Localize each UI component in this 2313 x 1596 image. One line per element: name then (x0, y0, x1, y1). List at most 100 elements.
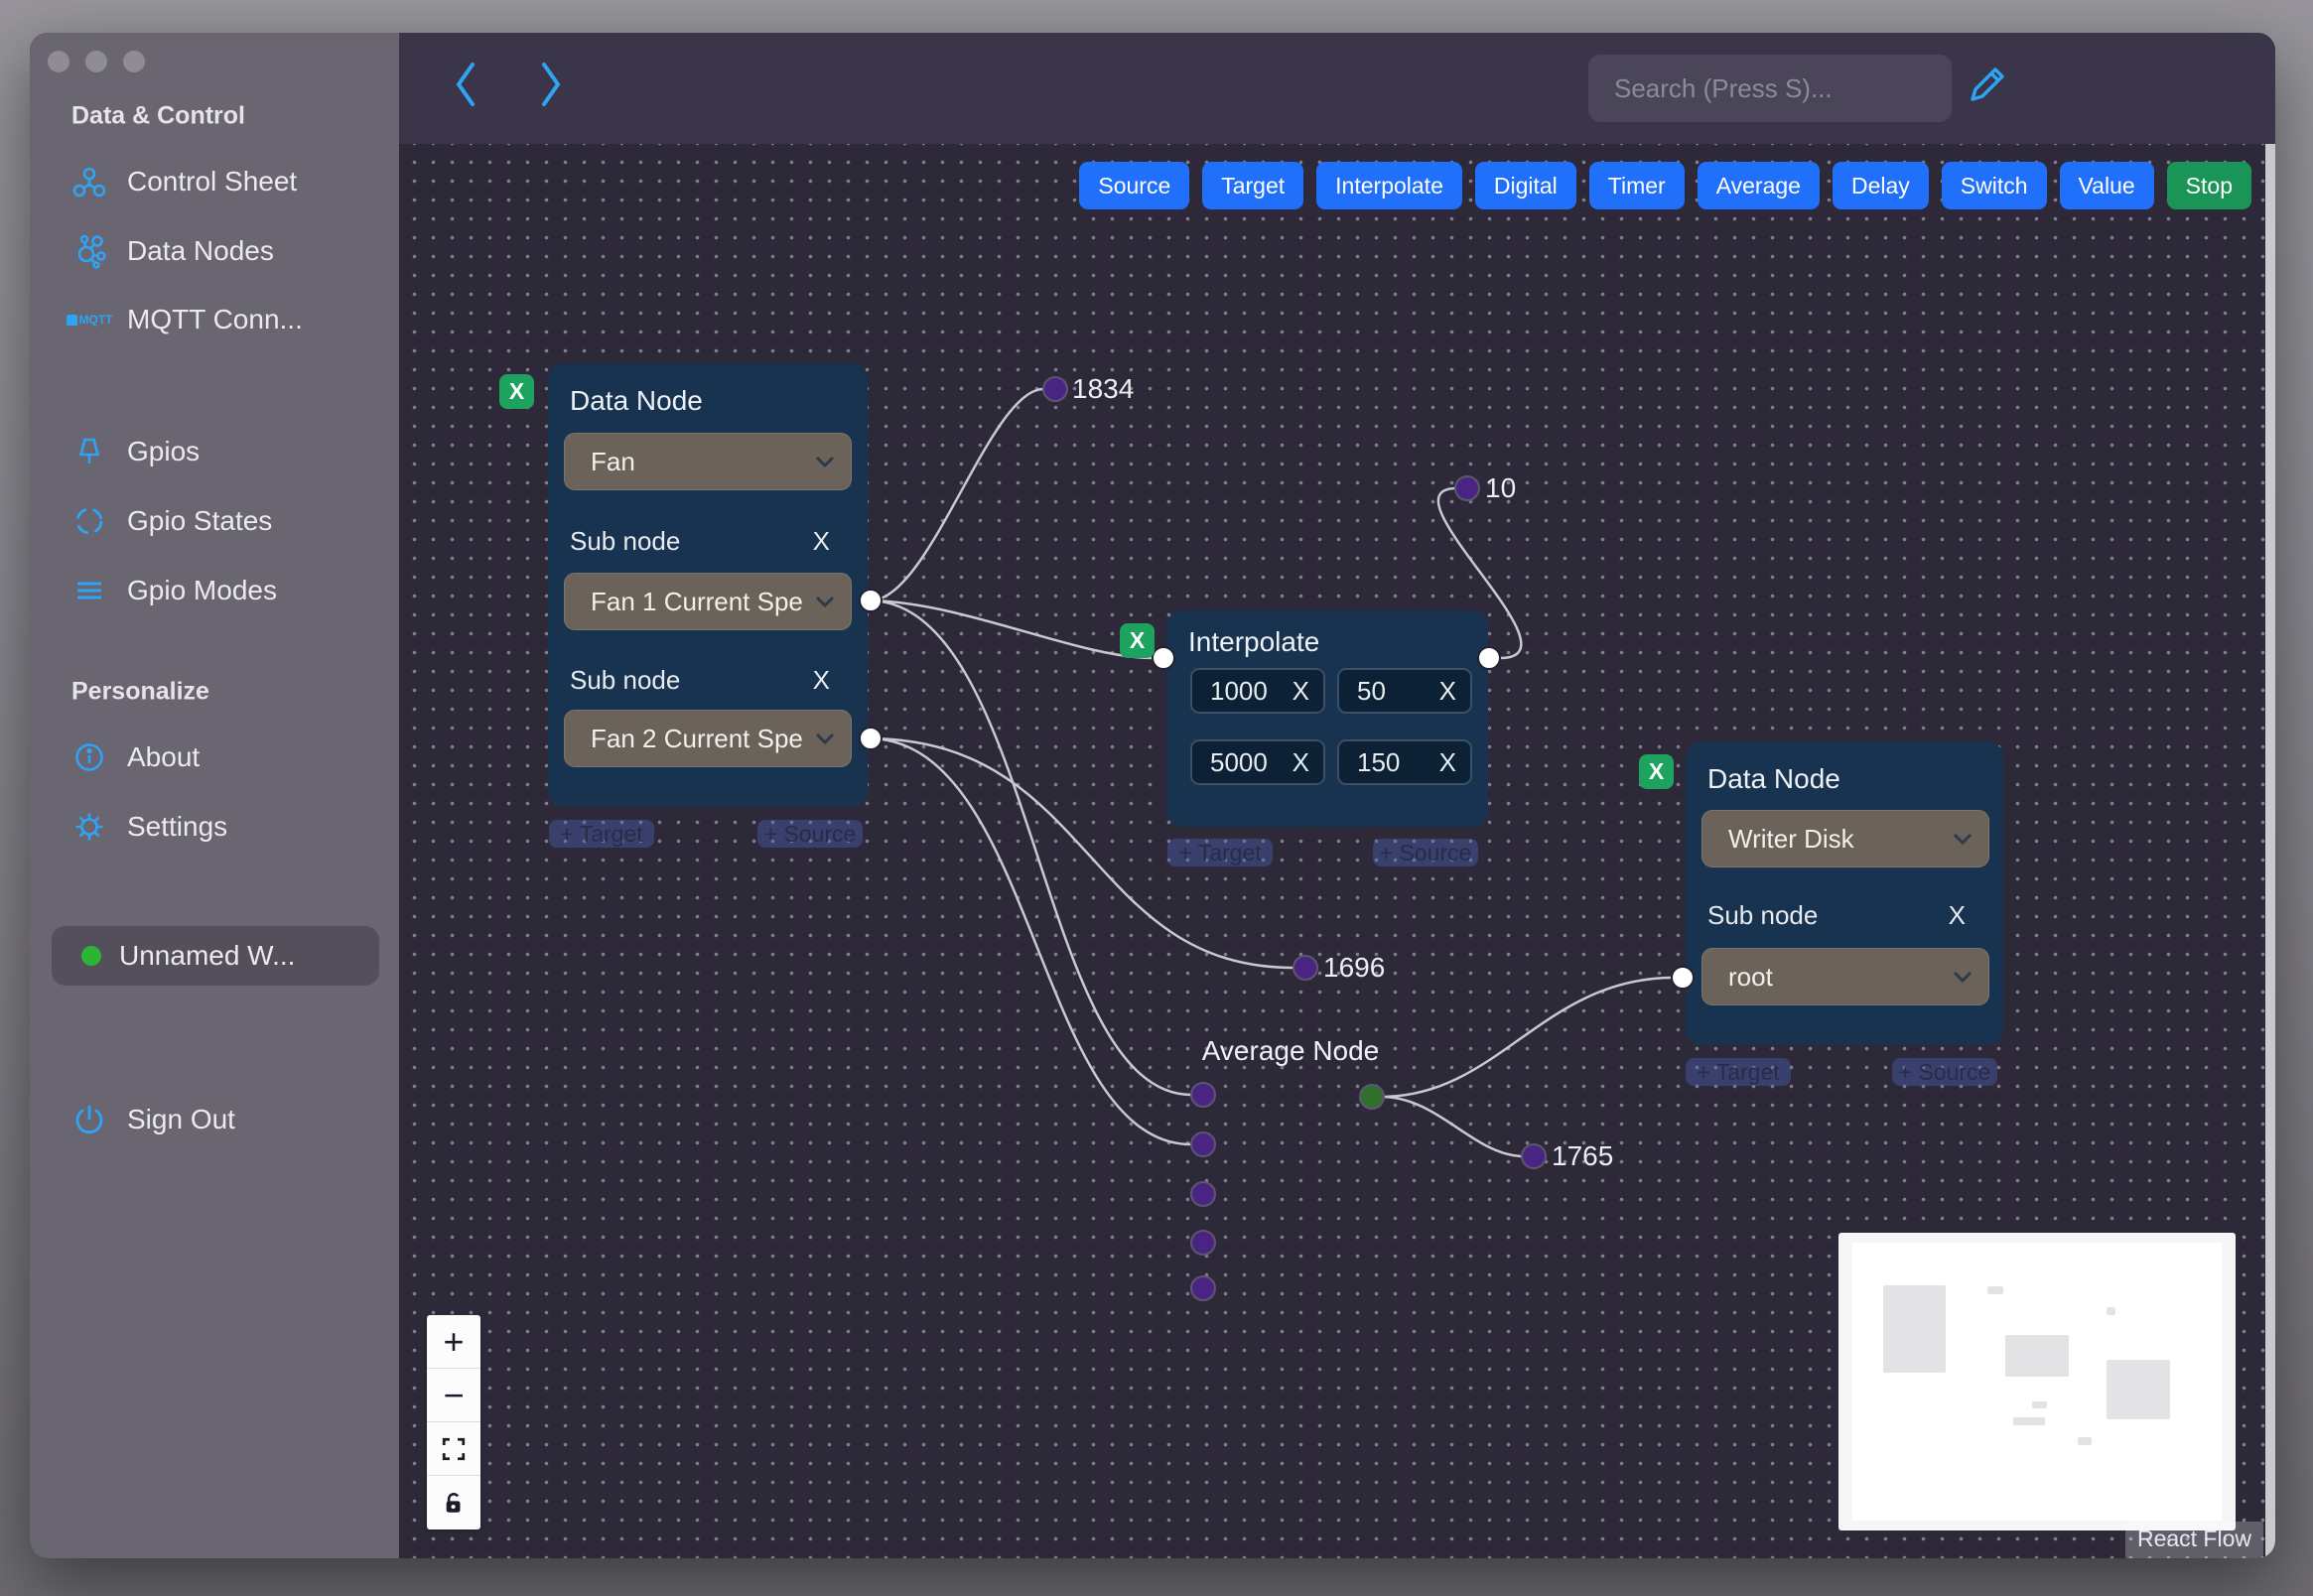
sidebar-item-label: Sign Out (127, 1104, 235, 1134)
edge-average-to-writer[interactable] (1383, 976, 1672, 1099)
stop-button[interactable]: Stop (2166, 162, 2251, 209)
sidebar-item-gpios[interactable]: Gpios (71, 434, 200, 469)
canvas-controls: + − (427, 1315, 480, 1530)
remove-sub-node-button[interactable]: X (1948, 900, 1966, 930)
average-target-handle-5[interactable] (1190, 1275, 1216, 1301)
flow-canvas[interactable]: Source Target Interpolate Digital Timer … (399, 144, 2275, 1558)
delete-fan-node-button[interactable]: X (499, 374, 534, 409)
node-title: Interpolate (1188, 626, 1320, 657)
forward-arrow-icon[interactable] (530, 57, 570, 112)
add-average-button[interactable]: Average (1697, 162, 1820, 209)
sidebar-section-data-control: Data & Control (71, 101, 245, 130)
sidebar-item-sign-out[interactable]: Sign Out (71, 1102, 235, 1137)
sidebar-item-data-nodes[interactable]: Data Nodes (71, 233, 274, 269)
interpolate-input-3[interactable]: 5000 X (1190, 739, 1325, 785)
fan-sub1-dropdown[interactable]: Fan 1 Current Spe (564, 573, 852, 630)
power-icon (71, 1102, 107, 1137)
maximize-window-icon[interactable] (123, 51, 145, 72)
search-input[interactable] (1588, 55, 1952, 122)
fan-add-source-pill[interactable]: + Source (757, 820, 863, 848)
fan-device-dropdown[interactable]: Fan (564, 433, 852, 490)
list-lines-icon (71, 573, 107, 608)
sidebar-item-label: Settings (127, 811, 228, 842)
minimap[interactable] (1838, 1233, 2236, 1530)
writer-add-source-pill[interactable]: + Source (1892, 1058, 1997, 1086)
fan-data-node[interactable]: Data Node Fan Sub node X Fan 1 Current S… (548, 363, 868, 807)
add-switch-button[interactable]: Switch (1941, 162, 2047, 209)
average-source-handle[interactable] (1359, 1084, 1385, 1110)
sidebar-item-label: MQTT Conn... (127, 304, 303, 334)
sidebar-item-label: About (127, 741, 201, 772)
sidebar-item-gpio-modes[interactable]: Gpio Modes (71, 573, 277, 608)
clear-input-button[interactable]: X (1438, 675, 1456, 706)
interpolate-add-source-pill[interactable]: + Source (1373, 839, 1478, 866)
value-1696-handle[interactable] (1293, 955, 1318, 981)
add-timer-button[interactable]: Timer (1588, 162, 1685, 209)
writer-data-node[interactable]: Data Node Writer Disk Sub node X root (1686, 741, 2003, 1045)
sidebar-item-about[interactable]: About (71, 739, 200, 775)
add-target-button[interactable]: Target (1202, 162, 1304, 209)
average-target-handle-2[interactable] (1190, 1131, 1216, 1157)
writer-add-target-pill[interactable]: + Target (1686, 1058, 1791, 1086)
average-target-handle-4[interactable] (1190, 1230, 1216, 1256)
zoom-in-button[interactable]: + (427, 1315, 480, 1369)
writer-device-dropdown[interactable]: Writer Disk (1701, 810, 1989, 867)
edge-fan1-to-interpolate[interactable] (870, 598, 1154, 660)
fan-add-target-pill[interactable]: + Target (549, 820, 654, 848)
interpolate-input-4[interactable]: 150 X (1337, 739, 1472, 785)
value-1765-handle[interactable] (1521, 1143, 1547, 1169)
value-10-handle[interactable] (1454, 475, 1480, 501)
average-target-handle-3[interactable] (1190, 1181, 1216, 1207)
minimap-node-fan (1883, 1285, 1946, 1373)
fit-view-button[interactable] (427, 1422, 480, 1476)
value-1834-handle[interactable] (1042, 376, 1068, 402)
clear-input-button[interactable]: X (1292, 675, 1309, 706)
scrollbar[interactable] (2265, 144, 2275, 1558)
edge-fan1-to-average[interactable] (870, 598, 1192, 1097)
node-toolbar: Source Target Interpolate Digital Timer … (1079, 162, 2251, 209)
add-value-button[interactable]: Value (2059, 162, 2154, 209)
minimap-node-label (2032, 1401, 2047, 1408)
delete-interpolate-node-button[interactable]: X (1120, 623, 1155, 658)
writer-sub-dropdown[interactable]: root (1701, 948, 1989, 1005)
sidebar-item-settings[interactable]: Settings (71, 809, 227, 845)
minimize-window-icon[interactable] (85, 51, 107, 72)
sidebar-item-label: Gpio States (127, 505, 273, 536)
react-flow-attribution[interactable]: React Flow (2124, 1522, 2263, 1558)
interpolate-node[interactable]: Interpolate 1000 X 50 X 5000 X 150 X (1166, 610, 1488, 827)
edge-fan1-to-1834[interactable] (870, 387, 1044, 602)
edit-pencil-icon[interactable] (1966, 61, 2011, 106)
remove-sub-node-button[interactable]: X (812, 526, 830, 556)
chevron-down-icon (1953, 833, 1973, 845)
interpolate-add-target-pill[interactable]: + Target (1167, 839, 1273, 866)
add-interpolate-button[interactable]: Interpolate (1316, 162, 1462, 209)
zoom-out-button[interactable]: − (427, 1369, 480, 1422)
edge-value-label: 10 (1485, 472, 1517, 503)
add-digital-button[interactable]: Digital (1474, 162, 1576, 209)
sidebar-item-gpio-states[interactable]: Gpio States (71, 503, 272, 539)
data-nodes-icon (71, 233, 107, 269)
clear-input-button[interactable]: X (1438, 746, 1456, 777)
fan-sub2-dropdown[interactable]: Fan 2 Current Spe (564, 710, 852, 767)
interpolate-input-2[interactable]: 50 X (1337, 668, 1472, 714)
edge-average-to-1765[interactable] (1383, 1095, 1523, 1158)
delete-writer-node-button[interactable]: X (1639, 754, 1674, 789)
average-target-handle-1[interactable] (1190, 1082, 1216, 1108)
minimap-node-writer (2107, 1360, 2170, 1419)
sidebar-item-label: Unnamed W... (119, 940, 296, 971)
back-arrow-icon[interactable] (447, 57, 486, 112)
interpolate-input-1[interactable]: 1000 X (1190, 668, 1325, 714)
add-source-button[interactable]: Source (1079, 162, 1190, 209)
close-window-icon[interactable] (48, 51, 69, 72)
remove-sub-node-button[interactable]: X (812, 665, 830, 695)
sidebar-item-control-sheet[interactable]: Control Sheet (71, 164, 297, 200)
clear-input-button[interactable]: X (1292, 746, 1309, 777)
add-delay-button[interactable]: Delay (1832, 162, 1929, 209)
sidebar-item-unnamed-workspace[interactable]: Unnamed W... (52, 926, 379, 986)
sidebar-item-mqtt[interactable]: MQTT MQTT Conn... (66, 302, 303, 337)
lock-button[interactable] (427, 1476, 480, 1530)
dashed-circle-icon (71, 503, 107, 539)
edge-fan2-to-average[interactable] (870, 736, 1192, 1146)
chevron-down-icon (1953, 971, 1973, 983)
chevron-down-icon (815, 732, 835, 744)
